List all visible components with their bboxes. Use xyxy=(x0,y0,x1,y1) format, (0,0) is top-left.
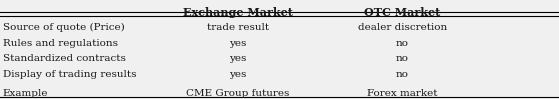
Text: dealer discretion: dealer discretion xyxy=(358,23,447,32)
Text: no: no xyxy=(396,39,409,48)
Text: no: no xyxy=(396,54,409,63)
Text: no: no xyxy=(396,70,409,79)
Text: Example: Example xyxy=(3,89,48,98)
Text: CME Group futures: CME Group futures xyxy=(186,89,289,98)
Text: Standardized contracts: Standardized contracts xyxy=(3,54,126,63)
Text: Rules and regulations: Rules and regulations xyxy=(3,39,118,48)
Text: Exchange Market: Exchange Market xyxy=(183,7,292,18)
Text: trade result: trade result xyxy=(206,23,269,32)
Text: yes: yes xyxy=(229,70,247,79)
Text: Forex market: Forex market xyxy=(367,89,438,98)
Text: yes: yes xyxy=(229,54,247,63)
Text: Source of quote (Price): Source of quote (Price) xyxy=(3,23,125,32)
Text: OTC Market: OTC Market xyxy=(364,7,440,18)
Text: yes: yes xyxy=(229,39,247,48)
Text: Display of trading results: Display of trading results xyxy=(3,70,136,79)
